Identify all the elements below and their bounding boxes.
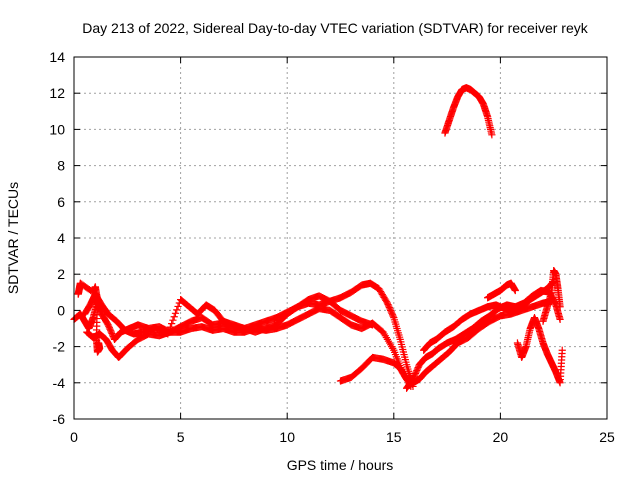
series-track-i <box>539 266 564 325</box>
x-tick-label: 5 <box>177 429 185 445</box>
x-tick-label: 20 <box>493 429 509 445</box>
data-point <box>173 306 181 314</box>
y-tick-label: 2 <box>57 266 65 282</box>
y-tick-label: 4 <box>57 230 65 246</box>
series-track-h <box>513 314 566 387</box>
data-point <box>168 320 176 328</box>
series-track-d <box>336 297 556 387</box>
data-point <box>368 321 377 329</box>
data-point <box>164 330 172 338</box>
chart-title: Day 213 of 2022, Sidereal Day-to-day VTE… <box>82 20 588 36</box>
series-track-f <box>420 277 558 354</box>
data-point <box>94 339 103 347</box>
data-point <box>169 316 177 324</box>
y-tick-label: -4 <box>53 375 66 391</box>
x-tick-label: 25 <box>599 429 615 445</box>
x-tick-label: 0 <box>70 429 78 445</box>
data-point <box>171 309 180 317</box>
x-tick-label: 10 <box>279 429 295 445</box>
series-track-k <box>441 84 496 139</box>
data-point <box>174 302 182 311</box>
x-axis-label: GPS time / hours <box>287 457 394 473</box>
series-track-b <box>83 304 415 391</box>
y-tick-label: 8 <box>57 158 65 174</box>
data-point <box>165 326 173 335</box>
series-track-g <box>484 279 519 302</box>
x-tick-label: 15 <box>386 429 402 445</box>
grid-lines <box>74 57 607 419</box>
y-axis-label: SDTVAR / TECUs <box>5 182 21 294</box>
data-points <box>70 84 566 392</box>
data-point <box>556 315 564 324</box>
x-axis-ticks: 0 5 10 15 20 25 <box>70 57 615 445</box>
data-point <box>488 131 496 139</box>
y-tick-label: 10 <box>49 121 65 137</box>
y-axis-ticks: -6 -4 -2 0 2 4 6 8 10 12 14 <box>49 49 607 427</box>
series-track-j <box>74 279 104 356</box>
data-point <box>556 303 564 311</box>
y-tick-label: -6 <box>53 411 66 427</box>
data-point <box>166 323 174 331</box>
y-tick-label: 0 <box>57 302 65 318</box>
data-point <box>558 346 566 354</box>
y-tick-label: 6 <box>57 194 65 210</box>
data-point <box>511 286 519 295</box>
y-tick-label: -2 <box>53 339 66 355</box>
y-tick-label: 12 <box>49 85 65 101</box>
data-point <box>170 313 178 321</box>
y-tick-label: 14 <box>49 49 65 65</box>
